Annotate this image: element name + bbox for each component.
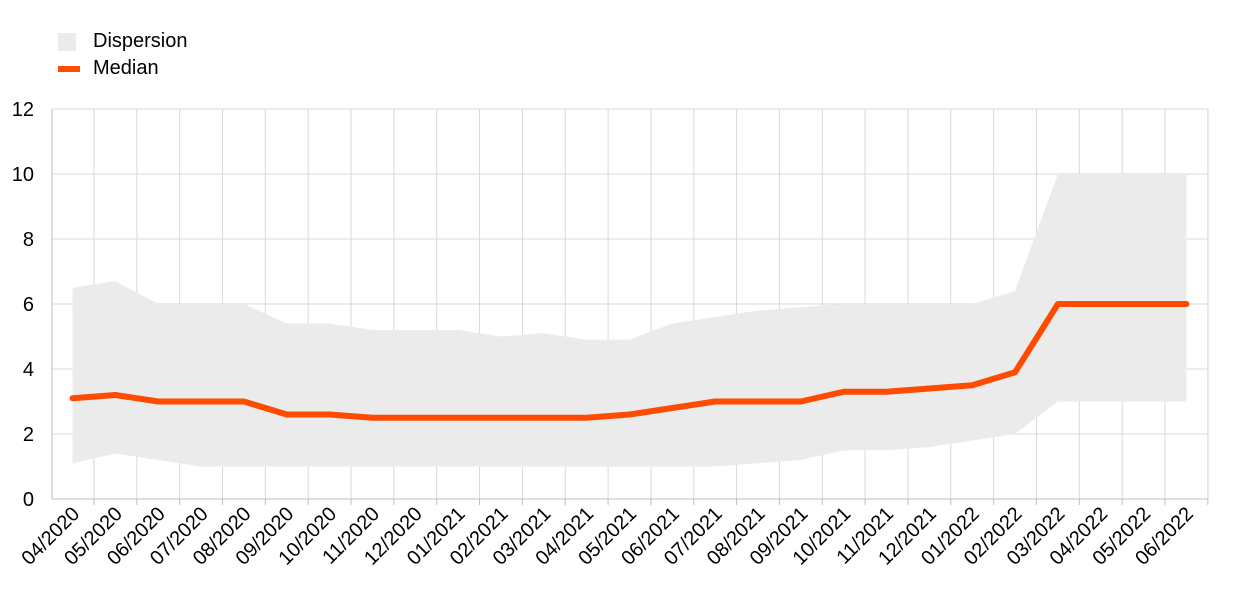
- dispersion-band: [72, 174, 1187, 467]
- y-tick-labels: 0 2 4 6 8 10 12: [12, 99, 34, 511]
- y-tick-label: 8: [23, 229, 34, 251]
- legend-swatch-median: [58, 65, 80, 72]
- legend-item-dispersion: Dispersion: [58, 28, 187, 55]
- legend-swatch-dispersion: [58, 32, 76, 51]
- y-tick-label: 0: [23, 489, 34, 511]
- x-tick-labels: 04/202005/202006/202007/202008/202009/20…: [17, 503, 1198, 570]
- y-tick-label: 2: [23, 424, 34, 446]
- legend-label-dispersion: Dispersion: [93, 30, 188, 52]
- dispersion-band-layer: [72, 174, 1187, 467]
- legend-label-median: Median: [93, 57, 159, 79]
- legend-item-median: Median: [58, 55, 187, 82]
- y-tick-label: 6: [23, 294, 34, 316]
- median-line-layer: [69, 301, 1190, 421]
- y-tick-label: 12: [12, 99, 34, 121]
- axes: [51, 109, 1209, 505]
- y-tick-label: 10: [12, 164, 34, 186]
- chart-legend: Dispersion Median: [58, 28, 187, 82]
- y-tick-label: 4: [23, 359, 34, 381]
